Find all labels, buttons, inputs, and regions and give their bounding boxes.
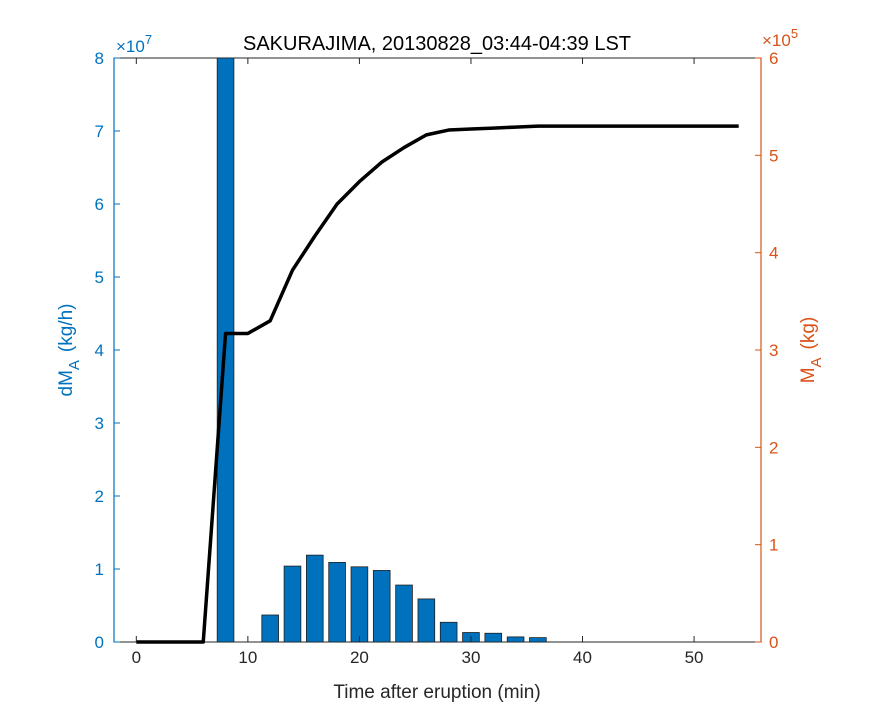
- left-tick-label: 4: [95, 341, 104, 360]
- bar: [283, 565, 302, 643]
- x-tick-label: 30: [462, 648, 481, 667]
- right-tick-label: 6: [769, 49, 778, 68]
- left-tick-label: 8: [95, 49, 104, 68]
- left-y-axis: 0 1 2 3 4 5 6 7 8: [95, 49, 120, 652]
- x-tick-label: 20: [350, 648, 369, 667]
- right-tick-label: 1: [769, 536, 778, 555]
- x-tick-label: 10: [238, 648, 257, 667]
- bar: [328, 562, 346, 643]
- right-axis-exponent: ×105: [762, 26, 798, 50]
- left-tick-label: 5: [95, 268, 104, 287]
- x-tick-label: 40: [573, 648, 592, 667]
- x-axis: 0 10 20 30 40 50: [132, 58, 704, 667]
- bar: [439, 621, 458, 643]
- bar: [350, 566, 369, 643]
- x-axis-label: Time after eruption (min): [333, 682, 540, 703]
- chart-title: SAKURAJIMA, 20130828_03:44-04:39 LST: [243, 33, 631, 55]
- x-tick-label: 50: [685, 648, 704, 667]
- bar: [417, 598, 436, 643]
- bar: [506, 636, 525, 643]
- bar: [372, 570, 391, 643]
- bar: [261, 614, 279, 643]
- left-axis-label: dMA(kg/h): [56, 304, 83, 397]
- right-tick-label: 5: [769, 146, 778, 165]
- bar: [306, 554, 324, 643]
- left-tick-label: 3: [95, 414, 104, 433]
- right-axis-label: MA(kg): [798, 317, 825, 384]
- left-tick-label: 0: [95, 633, 104, 652]
- right-y-axis: 0 1 2 3 4 5 6: [755, 49, 778, 652]
- left-tick-label: 7: [95, 122, 104, 141]
- bar: [395, 584, 413, 643]
- right-tick-label: 3: [769, 341, 778, 360]
- right-tick-label: 2: [769, 438, 778, 457]
- left-tick-label: 6: [95, 195, 104, 214]
- right-tick-label: 0: [769, 633, 778, 652]
- left-tick-label: 2: [95, 487, 104, 506]
- right-tick-label: 4: [769, 244, 778, 263]
- left-axis-exponent: ×107: [116, 32, 152, 56]
- left-tick-label: 1: [95, 560, 104, 579]
- bar: [529, 637, 547, 643]
- line-series-cumulative: [136, 124, 739, 644]
- x-tick-label: 0: [132, 648, 141, 667]
- bar: [484, 632, 503, 643]
